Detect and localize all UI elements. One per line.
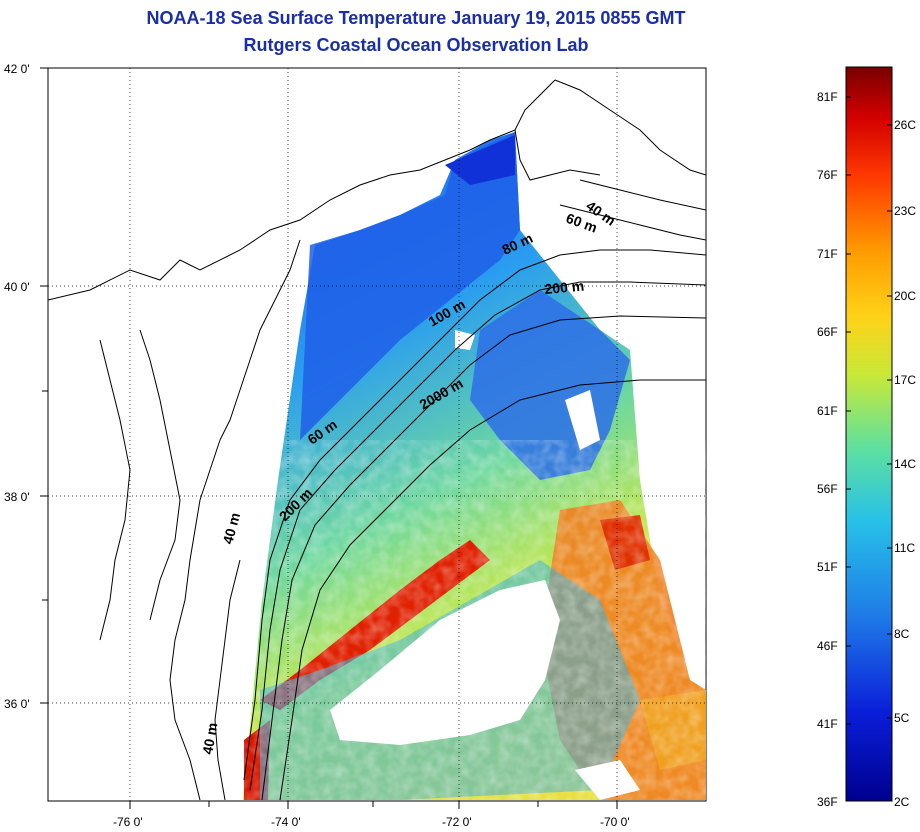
colorbar-c-label: 5C: [894, 711, 910, 725]
colorbar-f-label: 56F: [817, 482, 838, 496]
map-subtitle: Rutgers Coastal Ocean Observation Lab: [243, 35, 589, 55]
depth-label: 200 m: [544, 278, 585, 297]
lat-label: 36 0': [4, 697, 30, 711]
colorbar-f-label: 81F: [817, 90, 838, 104]
colorbar: [845, 66, 893, 802]
colorbar-f-label: 66F: [817, 325, 838, 339]
lon-label: -70 0': [600, 815, 630, 829]
lat-label: 42 0': [4, 62, 30, 76]
colorbar-c-label: 17C: [894, 373, 916, 387]
colorbar-f-label: 41F: [817, 717, 838, 731]
map-title: NOAA-18 Sea Surface Temperature January …: [146, 8, 686, 28]
colorbar-f-label: 61F: [817, 404, 838, 418]
colorbar-f-label: 51F: [817, 560, 838, 574]
colorbar-c-label: 14C: [894, 457, 916, 471]
colorbar-f-label: 46F: [817, 639, 838, 653]
colorbar-f-label: 36F: [817, 795, 838, 809]
lon-label: -74 0': [271, 815, 301, 829]
depth-label: 40 m: [219, 511, 243, 546]
lon-label: -76 0': [113, 815, 143, 829]
frame-ticks: [40, 67, 618, 809]
colorbar-c-label: 8C: [894, 627, 910, 641]
graticule: [48, 68, 706, 801]
depth-label: 40 m: [199, 721, 220, 755]
sst-data-swath: [243, 132, 706, 800]
lat-label: 40 0': [4, 280, 30, 294]
colorbar-c-label: 26C: [894, 118, 916, 132]
lon-label: -72 0': [442, 815, 472, 829]
colorbar-f-label: 76F: [817, 168, 838, 182]
colorbar-c-label: 11C: [894, 541, 915, 555]
coastline: [48, 79, 706, 801]
bathymetry-contours: [243, 179, 706, 801]
colorbar-f-label: 71F: [817, 247, 838, 261]
lat-label: 38 0': [4, 490, 30, 504]
colorbar-c-label: 23C: [894, 204, 916, 218]
colorbar-c-label: 20C: [894, 289, 916, 303]
colorbar-ticks: [846, 96, 892, 725]
colorbar-c-label: 2C: [894, 795, 910, 809]
